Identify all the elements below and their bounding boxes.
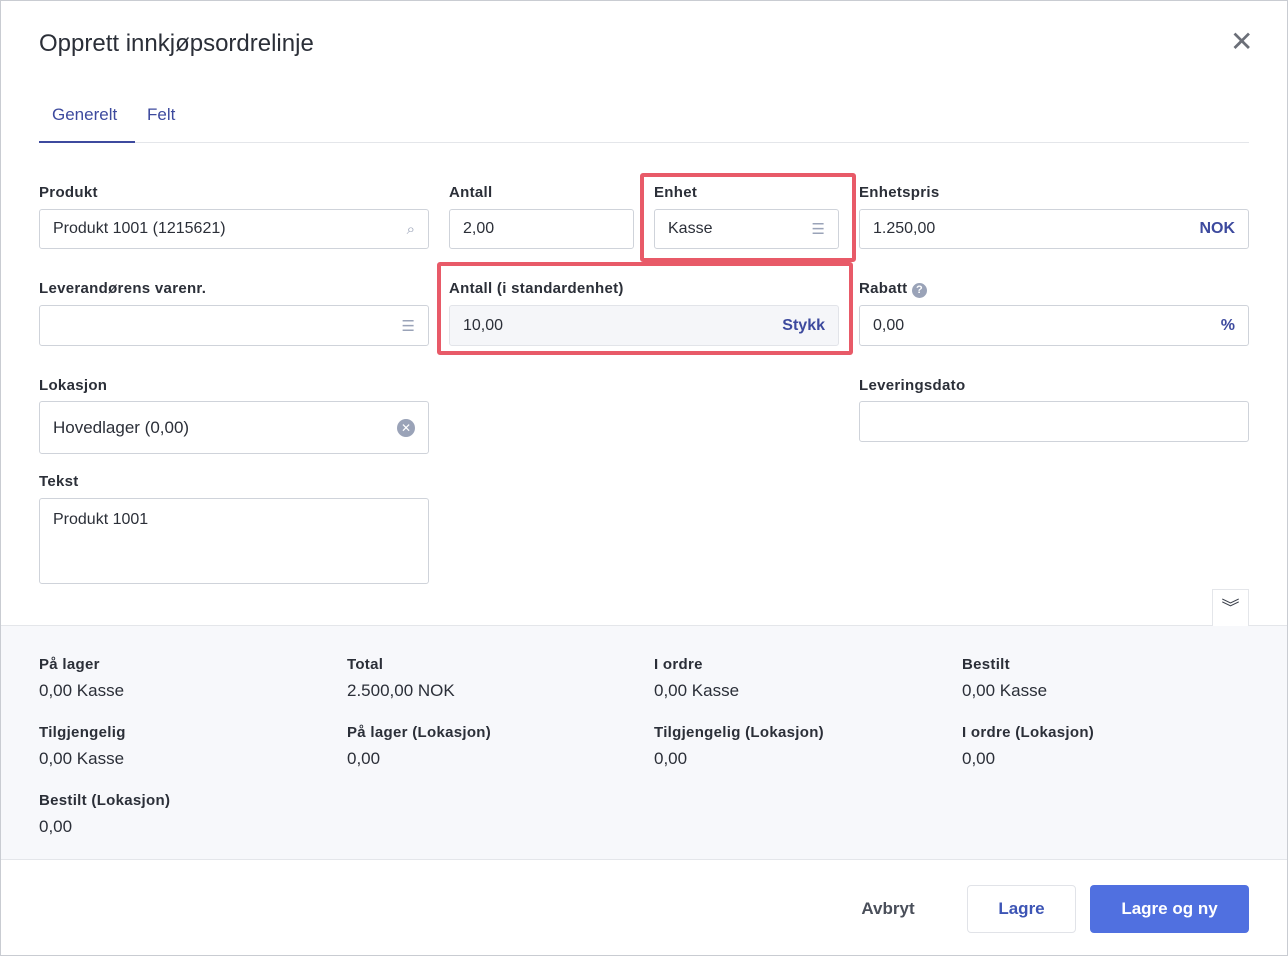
- unit-suffix: Stykk: [782, 316, 825, 334]
- stat-value: 0,00: [654, 749, 688, 768]
- antall-value: 2,00: [463, 220, 495, 237]
- antall-standard-label: Antall (i standardenhet): [449, 280, 624, 297]
- leveringsdato-input[interactable]: [859, 401, 1249, 442]
- percent-suffix: %: [1220, 316, 1235, 334]
- tekst-label: Tekst: [39, 473, 79, 490]
- stat-value: 0,00: [347, 749, 381, 768]
- lokasjon-value: Hovedlager (0,00): [53, 417, 190, 437]
- stat-item: På lager 0,00 Kasse: [39, 656, 319, 701]
- save-and-new-button[interactable]: Lagre og ny: [1090, 885, 1249, 933]
- tab-felt[interactable]: Felt: [147, 105, 176, 124]
- tekst-value: Produkt 1001: [53, 511, 149, 528]
- stat-value: 0,00: [39, 817, 73, 836]
- tekst-textarea[interactable]: Produkt 1001: [39, 498, 429, 584]
- enhet-select[interactable]: Kasse ☰: [654, 209, 839, 249]
- produkt-value: Produkt 1001 (1215621): [53, 220, 226, 237]
- dialog-title: Opprett innkjøpsordrelinje: [39, 30, 314, 57]
- rabatt-value: 0,00: [873, 316, 905, 334]
- list-dropdown-icon[interactable]: ☰: [401, 317, 415, 335]
- help-icon[interactable]: ?: [911, 283, 927, 298]
- stat-label: På lager (Lokasjon): [347, 724, 492, 741]
- produkt-input[interactable]: Produkt 1001 (1215621) ⌕: [39, 209, 429, 249]
- stat-item: Bestilt 0,00 Kasse: [962, 656, 1242, 701]
- stat-item: Bestilt (Lokasjon) 0,00: [39, 792, 319, 837]
- enhetspris-input[interactable]: 1.250,00 NOK: [859, 209, 1249, 249]
- stat-label: Bestilt: [962, 656, 1010, 673]
- stat-value: 0,00: [962, 749, 996, 768]
- antall-standard-input: 10,00 Stykk: [449, 305, 839, 346]
- antall-input[interactable]: 2,00: [449, 209, 634, 249]
- lokasjon-select[interactable]: Hovedlager (0,00) ✕: [39, 401, 429, 454]
- highlight-antall-standard: [437, 262, 853, 355]
- stat-label: I ordre (Lokasjon): [962, 724, 1095, 741]
- enhet-value: Kasse: [668, 220, 713, 237]
- stat-label: Total: [347, 656, 384, 673]
- stat-label: På lager: [39, 656, 100, 673]
- stat-item: Total 2.500,00 NOK: [347, 656, 627, 701]
- rabatt-label-text: Rabatt: [859, 280, 908, 297]
- stat-label: I ordre: [654, 656, 703, 673]
- stats-panel: På lager 0,00 Kasse Total 2.500,00 NOK I o…: [1, 625, 1287, 860]
- enhet-label: Enhet: [654, 184, 698, 201]
- stat-label: Bestilt (Lokasjon): [39, 792, 171, 809]
- stat-value: 0,00 Kasse: [654, 681, 740, 700]
- stat-item: Tilgjengelig 0,00 Kasse: [39, 724, 319, 769]
- search-icon[interactable]: ⌕: [406, 220, 415, 238]
- stat-item: I ordre (Lokasjon) 0,00: [962, 724, 1242, 769]
- stat-item: På lager (Lokasjon) 0,00: [347, 724, 627, 769]
- clear-icon[interactable]: ✕: [397, 418, 415, 437]
- cancel-button[interactable]: Avbryt: [861, 899, 915, 918]
- stat-label: Tilgjengelig: [39, 724, 126, 741]
- stat-value: 0,00 Kasse: [39, 681, 125, 700]
- stat-item: I ordre 0,00 Kasse: [654, 656, 934, 701]
- stat-value: 2.500,00 NOK: [347, 681, 455, 700]
- rabatt-label: Rabatt ?: [859, 280, 927, 298]
- stat-value: 0,00 Kasse: [962, 681, 1048, 700]
- lokasjon-label: Lokasjon: [39, 377, 108, 394]
- enhetspris-value: 1.250,00: [873, 220, 936, 237]
- leverandor-label: Leverandørens varenr.: [39, 280, 207, 297]
- tab-generelt[interactable]: Generelt: [39, 105, 135, 143]
- leverandor-select[interactable]: ☰: [39, 305, 429, 346]
- leveringsdato-label: Leveringsdato: [859, 377, 966, 394]
- produkt-label: Produkt: [39, 184, 98, 201]
- enhetspris-label: Enhetspris: [859, 184, 940, 201]
- stat-label: Tilgjengelig (Lokasjon): [654, 724, 824, 741]
- currency-suffix: NOK: [1199, 220, 1235, 237]
- tab-bar: Generelt Felt: [39, 90, 1249, 143]
- rabatt-input[interactable]: 0,00%: [859, 305, 1249, 346]
- antall-standard-value: 10,00: [463, 316, 504, 334]
- antall-label: Antall: [449, 184, 493, 201]
- chevron-double-down-icon[interactable]: ︾: [1212, 589, 1249, 626]
- highlight-enhet: [640, 173, 856, 262]
- close-icon[interactable]: ✕: [1230, 26, 1254, 57]
- save-button[interactable]: Lagre: [967, 885, 1076, 933]
- list-dropdown-icon[interactable]: ☰: [811, 221, 825, 238]
- stat-item: Tilgjengelig (Lokasjon) 0,00: [654, 724, 934, 769]
- stat-value: 0,00 Kasse: [39, 749, 125, 768]
